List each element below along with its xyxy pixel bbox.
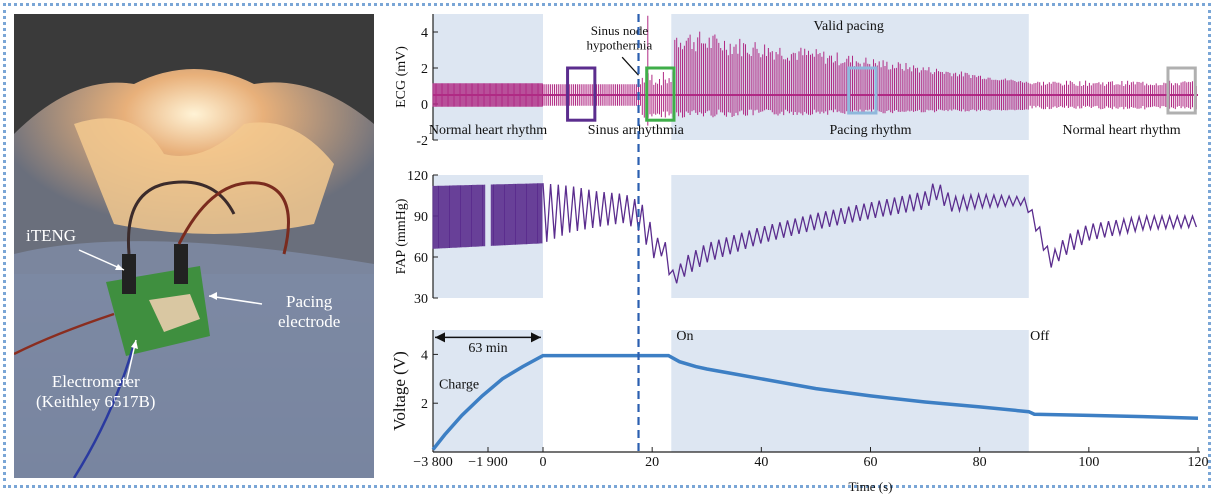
y-tick-label: -2 [416,134,428,149]
shaded-region-2-1 [671,330,1029,452]
x-tick-label: 0 [540,455,547,470]
x-axis-label: Time (s) [849,479,893,494]
experiment-photo [14,14,374,478]
duration-arrow-head-left [435,332,445,343]
voltage-annotation-2: On [676,329,693,344]
y-axis-label-1: FAP (mmHg) [394,198,409,274]
ecg-region-label-4: Valid pacing [813,19,883,34]
y-tick-label: 4 [421,348,428,363]
x-tick-label: 20 [645,455,659,470]
connector-right [174,244,188,284]
x-tick-label: 120 [1188,455,1209,470]
x-tick-label: 60 [864,455,878,470]
voltage-annotation-0: 63 min [468,341,507,356]
ecg-region-label-3: Normal heart rhythm [1062,123,1180,138]
x-tick-label: 100 [1078,455,1099,470]
sinus-node-arrow [621,56,640,76]
label-electrometer: Electrometer (Keithley 6517B) [36,372,156,411]
voltage-trace [431,353,1199,451]
y-tick-label: 0 [421,98,428,113]
x-tick-label: 80 [973,455,987,470]
x-tick-label: −1 900 [468,455,507,470]
y-tick-label: 60 [414,251,428,266]
ecg-region-label-0: Normal heart rhythm [429,123,547,138]
label-iteng: iTENG [26,226,77,245]
ecg-annotation-1: hypothermia [587,38,653,53]
y-axis-label-0: ECG (mV) [394,46,409,108]
fap-trace [542,183,1198,284]
highlight-box-1 [645,66,676,122]
duration-arrow-head-right [531,332,541,343]
y-tick-label: 120 [407,169,428,184]
shaded-region-1-1 [671,175,1029,298]
x-tick-label: −3 800 [413,455,452,470]
connector-left [122,254,136,294]
y-tick-label: 2 [421,397,428,412]
pacing-electrode [149,294,200,332]
label-pacing-electrode: Pacing electrode [278,292,341,331]
ecg-region-label-2: Pacing rhythm [829,123,911,138]
voltage-annotation-1: Charge [439,378,479,393]
highlight-box-0 [566,66,597,122]
photo-illustration [14,14,374,478]
highlight-box-3 [1166,66,1197,115]
x-tick-label: 40 [754,455,768,470]
fap-trace-band [432,183,543,249]
y-axis-label-2: Voltage (V) [390,351,409,430]
voltage-annotation-3: Off [1030,329,1050,344]
y-tick-label: 4 [421,26,428,41]
highlight-box-2 [847,66,878,115]
y-tick-label: 2 [421,62,428,77]
shaded-region-0-0 [433,14,543,140]
y-tick-label: 30 [414,292,428,307]
ecg-region-label-1: Sinus arrhythmia [588,123,685,138]
y-tick-label: 90 [414,210,428,225]
ecg-annotation-0: Sinus node [591,23,649,38]
